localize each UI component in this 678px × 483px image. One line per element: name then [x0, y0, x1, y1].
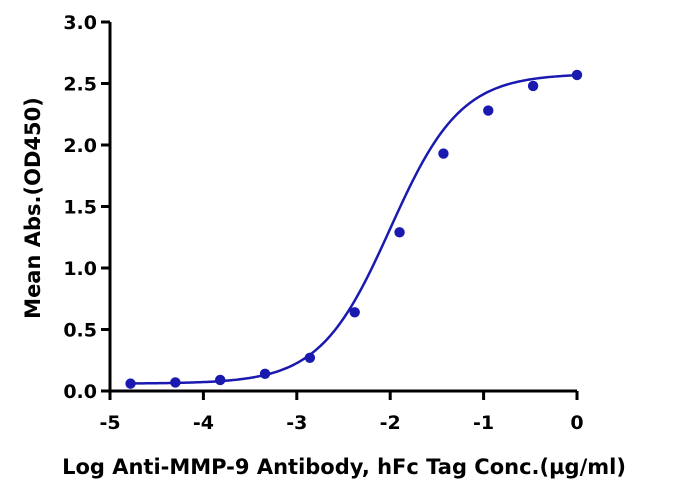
y-ticks: 0.0 0.5 1.0 1.5 2.0 2.5 3.0 — [63, 12, 110, 403]
x-tick-label: -3 — [286, 412, 307, 434]
data-point — [527, 80, 539, 92]
x-tick-label: 0 — [570, 412, 583, 434]
data-point — [349, 307, 360, 318]
x-tick-label: -2 — [380, 412, 401, 434]
fit-curve — [130, 73, 578, 385]
y-tick-label: 0.0 — [63, 381, 97, 403]
data-point — [170, 377, 181, 388]
x-ticks: -5 -4 -3 -2 -1 0 — [99, 391, 584, 434]
y-tick-label: 2.5 — [63, 74, 97, 96]
y-tick-label: 2.0 — [63, 135, 97, 157]
x-tick-label: -1 — [473, 412, 494, 434]
data-point — [571, 69, 583, 81]
x-tick-label: -5 — [99, 412, 120, 434]
y-tick-label: 1.5 — [63, 197, 97, 219]
y-tick-label: 3.0 — [63, 12, 97, 34]
y-tick-label: 1.0 — [63, 258, 97, 280]
x-tick-label: -4 — [193, 412, 214, 434]
y-axis-label: Mean Abs.(OD450) — [21, 97, 45, 319]
x-axis-label: Log Anti-MMP-9 Antibody, hFc Tag Conc.(µ… — [62, 455, 626, 479]
y-tick-label: 0.5 — [63, 320, 97, 342]
data-point — [394, 227, 405, 238]
data-point — [438, 148, 449, 159]
data-point — [483, 105, 494, 116]
data-point — [259, 368, 271, 379]
data-point — [304, 352, 316, 363]
data-points — [125, 69, 583, 389]
data-point — [125, 378, 136, 389]
axes — [108, 22, 577, 393]
data-point — [215, 374, 226, 386]
